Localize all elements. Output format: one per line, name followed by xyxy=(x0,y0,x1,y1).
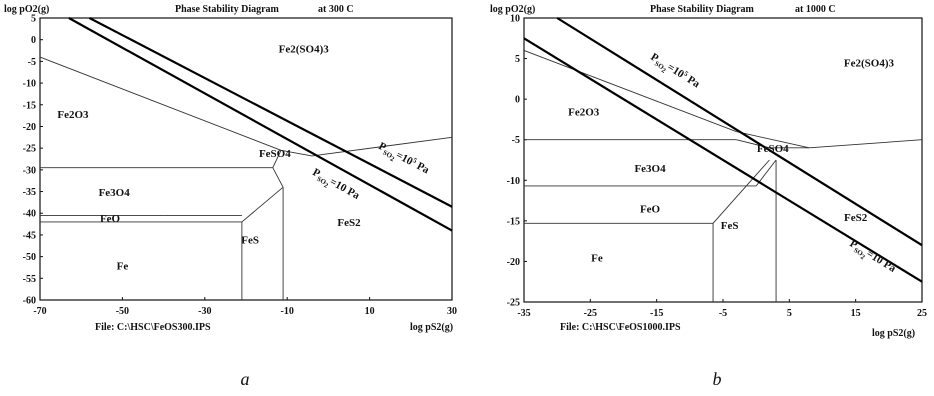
phase-region-label: Fe3O4 xyxy=(99,187,131,199)
x-tick-label: 15 xyxy=(851,308,861,319)
x-tick-label: -10 xyxy=(281,306,294,317)
y-tick-label: -15 xyxy=(23,100,36,111)
x-tick-label: -5 xyxy=(719,308,727,319)
x-tick-label: 5 xyxy=(787,308,792,319)
chart-title: Phase Stability Diagram xyxy=(175,4,280,15)
y-tick-label: -55 xyxy=(23,274,36,285)
phase-region-label: Fe xyxy=(591,252,603,264)
y-tick-label: -5 xyxy=(28,57,36,68)
phase-boundary xyxy=(523,50,737,133)
pso2-isobar-line xyxy=(88,17,453,208)
file-path: File: C:\HSC\FeOS300.IPS xyxy=(95,322,211,333)
y-tick-label: -45 xyxy=(23,230,36,241)
pso2-isobar-line xyxy=(556,17,923,247)
chart-temperature: at 1000 C xyxy=(795,4,836,15)
phase-region-label: Fe2(SO4)3 xyxy=(279,44,330,56)
x-axis-title: log pS2(g) xyxy=(410,322,453,333)
y-tick-label: -30 xyxy=(23,165,36,176)
phase-boundary xyxy=(712,159,770,224)
y-axis-title: log pO2(g) xyxy=(490,4,535,15)
figure-caption: b xyxy=(713,369,722,389)
chart-title: Phase Stability Diagram xyxy=(650,4,755,15)
x-tick-label: 30 xyxy=(447,306,457,317)
pso2-isobar-line xyxy=(68,17,453,232)
chart-temperature: at 300 C xyxy=(318,4,354,15)
phase-region-label: Fe2(SO4)3 xyxy=(844,58,895,70)
phase-boundary xyxy=(272,150,282,168)
y-tick-label: -20 xyxy=(23,122,36,133)
phase-region-label: Fe2O3 xyxy=(568,106,600,118)
phase-boundary xyxy=(39,56,282,151)
x-axis-title: log pS2(g) xyxy=(872,328,915,339)
phase-boundary xyxy=(280,149,313,157)
phase-region-label: Fe xyxy=(117,261,129,273)
y-tick-label: -10 xyxy=(23,79,36,90)
phase-boundary xyxy=(736,131,810,149)
phase-region-label: FeS2 xyxy=(844,212,868,224)
pso2-isobar-label: PSO2=10 Pa xyxy=(845,238,898,279)
plot-frame xyxy=(39,17,453,301)
x-tick-label: -50 xyxy=(116,306,129,317)
x-tick-label: -15 xyxy=(650,308,663,319)
y-tick-label: 5 xyxy=(31,14,36,25)
y-tick-label: 5 xyxy=(515,54,520,65)
y-tick-label: -40 xyxy=(23,209,36,220)
phase-region-label: FeS2 xyxy=(337,217,361,229)
x-tick-label: 25 xyxy=(917,308,927,319)
phase-region-label: FeS xyxy=(241,235,259,247)
y-tick-label: -10 xyxy=(507,176,520,187)
x-tick-label: -25 xyxy=(584,308,597,319)
y-tick-label: 0 xyxy=(31,35,36,46)
phase-region-label: FeSO4 xyxy=(757,143,789,155)
phase-boundary xyxy=(241,186,284,223)
y-tick-label: 10 xyxy=(510,14,520,25)
phase-boundary xyxy=(311,136,453,157)
y-tick-label: -5 xyxy=(512,135,520,146)
phase-region-label: Fe3O4 xyxy=(634,163,666,175)
y-tick-label: -20 xyxy=(507,257,520,268)
y-axis-title: log pO2(g) xyxy=(4,4,49,15)
phase-region-label: FeO xyxy=(100,213,121,225)
x-tick-label: -30 xyxy=(198,306,211,317)
phase-region-label: FeS xyxy=(721,220,739,232)
y-tick-label: -50 xyxy=(23,252,36,263)
phase-region-label: FeSO4 xyxy=(259,148,291,160)
y-tick-label: 0 xyxy=(515,95,520,106)
figure-caption: a xyxy=(241,369,250,389)
phase-region-label: FeO xyxy=(640,204,661,216)
file-path: File: C:\HSC\FeOS1000.IPS xyxy=(560,322,681,333)
x-tick-label: -70 xyxy=(33,306,46,317)
pso2-isobar-line xyxy=(523,37,923,283)
phase-boundary xyxy=(272,167,284,188)
x-tick-label: -35 xyxy=(517,308,530,319)
phase-region-label: Fe2O3 xyxy=(57,109,89,121)
chart-a: log pO2(g) Phase Stability Diagram at 300 … xyxy=(4,4,457,389)
pso2-isobar-label: PSO2=10 Pa xyxy=(309,166,363,205)
x-tick-label: 10 xyxy=(365,306,375,317)
y-tick-label: -15 xyxy=(507,216,520,227)
phase-boundary xyxy=(809,139,923,149)
y-tick-label: -25 xyxy=(507,298,520,309)
y-tick-label: -25 xyxy=(23,144,36,155)
y-tick-label: -60 xyxy=(23,296,36,307)
chart-b: log pO2(g) Phase Stability Diagram at 1000… xyxy=(490,4,927,389)
y-tick-label: -35 xyxy=(23,187,36,198)
pso2-isobar-label: PSO2=105 Pa xyxy=(375,139,432,180)
pso2-isobar-label: PSO2=105 Pa xyxy=(646,50,702,94)
